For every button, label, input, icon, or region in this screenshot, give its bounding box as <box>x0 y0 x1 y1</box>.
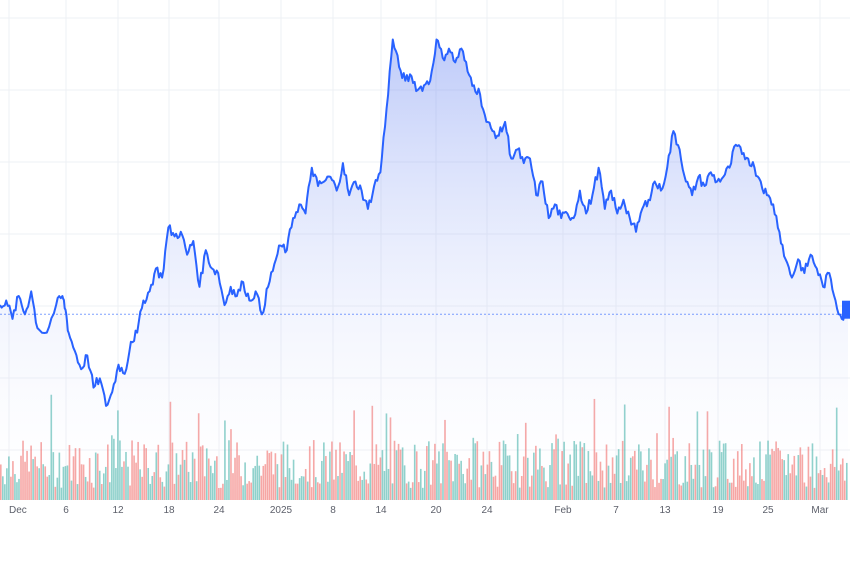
x-tick-label: 20 <box>430 505 442 516</box>
x-tick-label: 7 <box>613 505 619 516</box>
last-price-marker <box>842 300 850 319</box>
x-tick-label: 8 <box>330 505 336 516</box>
x-tick-label: 18 <box>163 505 175 516</box>
x-tick-label: 2025 <box>270 505 293 516</box>
x-tick-label: 13 <box>659 505 671 516</box>
x-tick-label: 14 <box>375 505 387 516</box>
x-tick-label: 12 <box>112 505 124 516</box>
x-tick-label: Dec <box>9 505 27 516</box>
x-axis: Dec 6 12 18 24 2025 8 14 20 24 Feb 7 13 19 25 Mar <box>9 505 829 516</box>
x-tick-label: Feb <box>554 505 572 516</box>
x-tick-label: 24 <box>481 505 493 516</box>
price-area-fill <box>0 39 848 500</box>
x-tick-label: 24 <box>213 505 225 516</box>
x-tick-label: 19 <box>712 505 724 516</box>
price-line <box>0 38 849 407</box>
x-tick-label: 6 <box>63 505 69 516</box>
x-tick-label: Mar <box>811 505 829 516</box>
x-tick-label: 25 <box>762 505 774 516</box>
